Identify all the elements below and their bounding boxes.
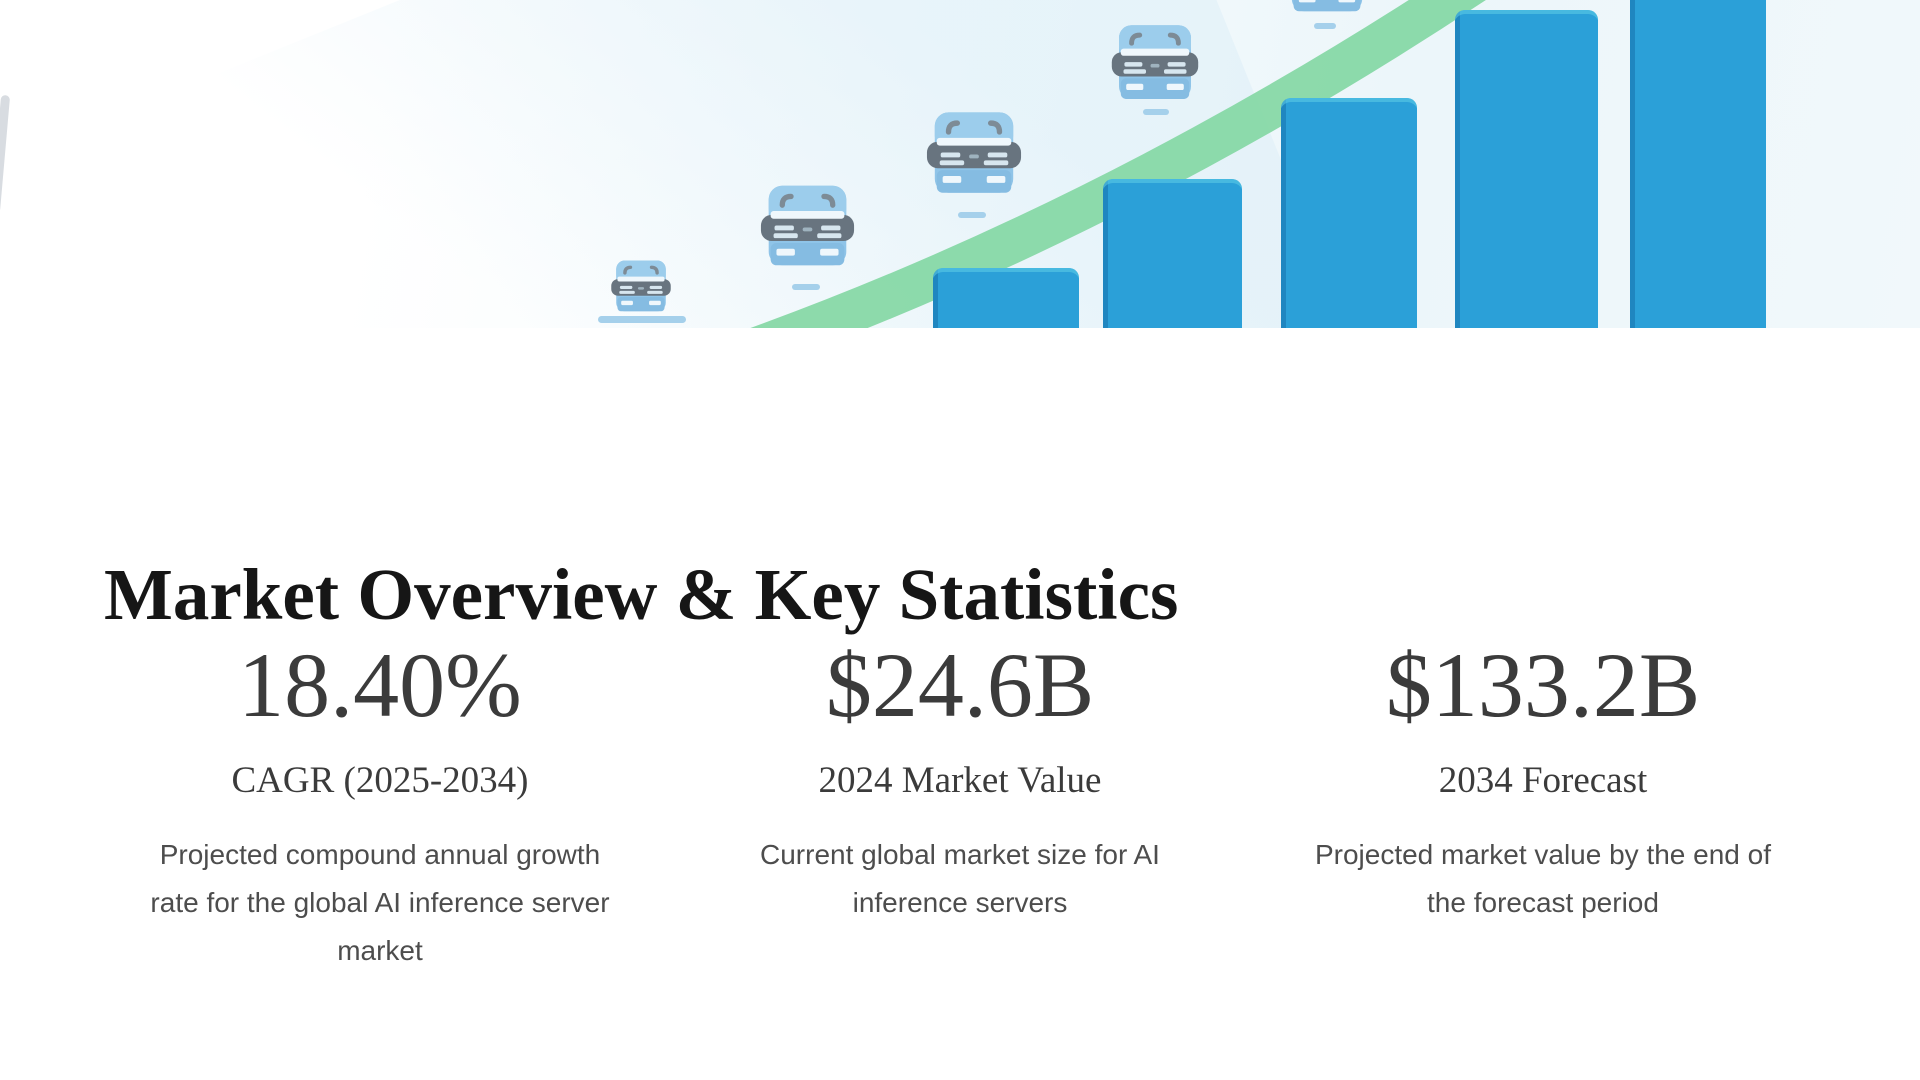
ai-server-icon (596, 258, 686, 315)
icon-reflection-dash (1314, 23, 1336, 29)
hero-bar (1281, 98, 1417, 328)
icon-reflection-dash (792, 284, 820, 290)
ai-server-icon (1110, 20, 1200, 106)
hero-bar (1630, 0, 1766, 328)
page-title: Market Overview & Key Statistics (104, 553, 1179, 635)
stat-2024-description: Current global market size for AI infere… (760, 839, 1160, 918)
ai-server-icon (1283, 0, 1371, 18)
ai-server-icon (925, 106, 1023, 201)
hero-bar (933, 268, 1079, 328)
stat-2034-forecast: $133.2B 2034 Forecast Projected market v… (1263, 638, 1823, 927)
hero-bar (1455, 10, 1598, 328)
stat-cagr-value: 18.40% (238, 634, 522, 736)
icon-reflection-dash (598, 316, 686, 323)
stat-2024-label: 2024 Market Value (818, 760, 1102, 801)
stat-2034-label: 2034 Forecast (1438, 760, 1648, 801)
stat-2034-value: $133.2B (1385, 634, 1701, 736)
stat-cagr-description: Projected compound annual growth rate fo… (150, 839, 610, 966)
icon-reflection-dash (958, 212, 986, 218)
stat-2024-value: $24.6B (825, 634, 1095, 736)
hero-image (0, 0, 1920, 328)
stat-2024-market-value: $24.6B 2024 Market Value Current global … (680, 638, 1240, 927)
ai-server-icon (759, 180, 856, 273)
icon-reflection-dash (1143, 109, 1169, 115)
hero-bar (1103, 179, 1242, 328)
stat-cagr: 18.40% CAGR (2025-2034) Projected compou… (100, 638, 660, 975)
stat-cagr-label: CAGR (2025-2034) (231, 760, 529, 801)
stat-2034-description: Projected market value by the end of the… (1314, 839, 1772, 918)
